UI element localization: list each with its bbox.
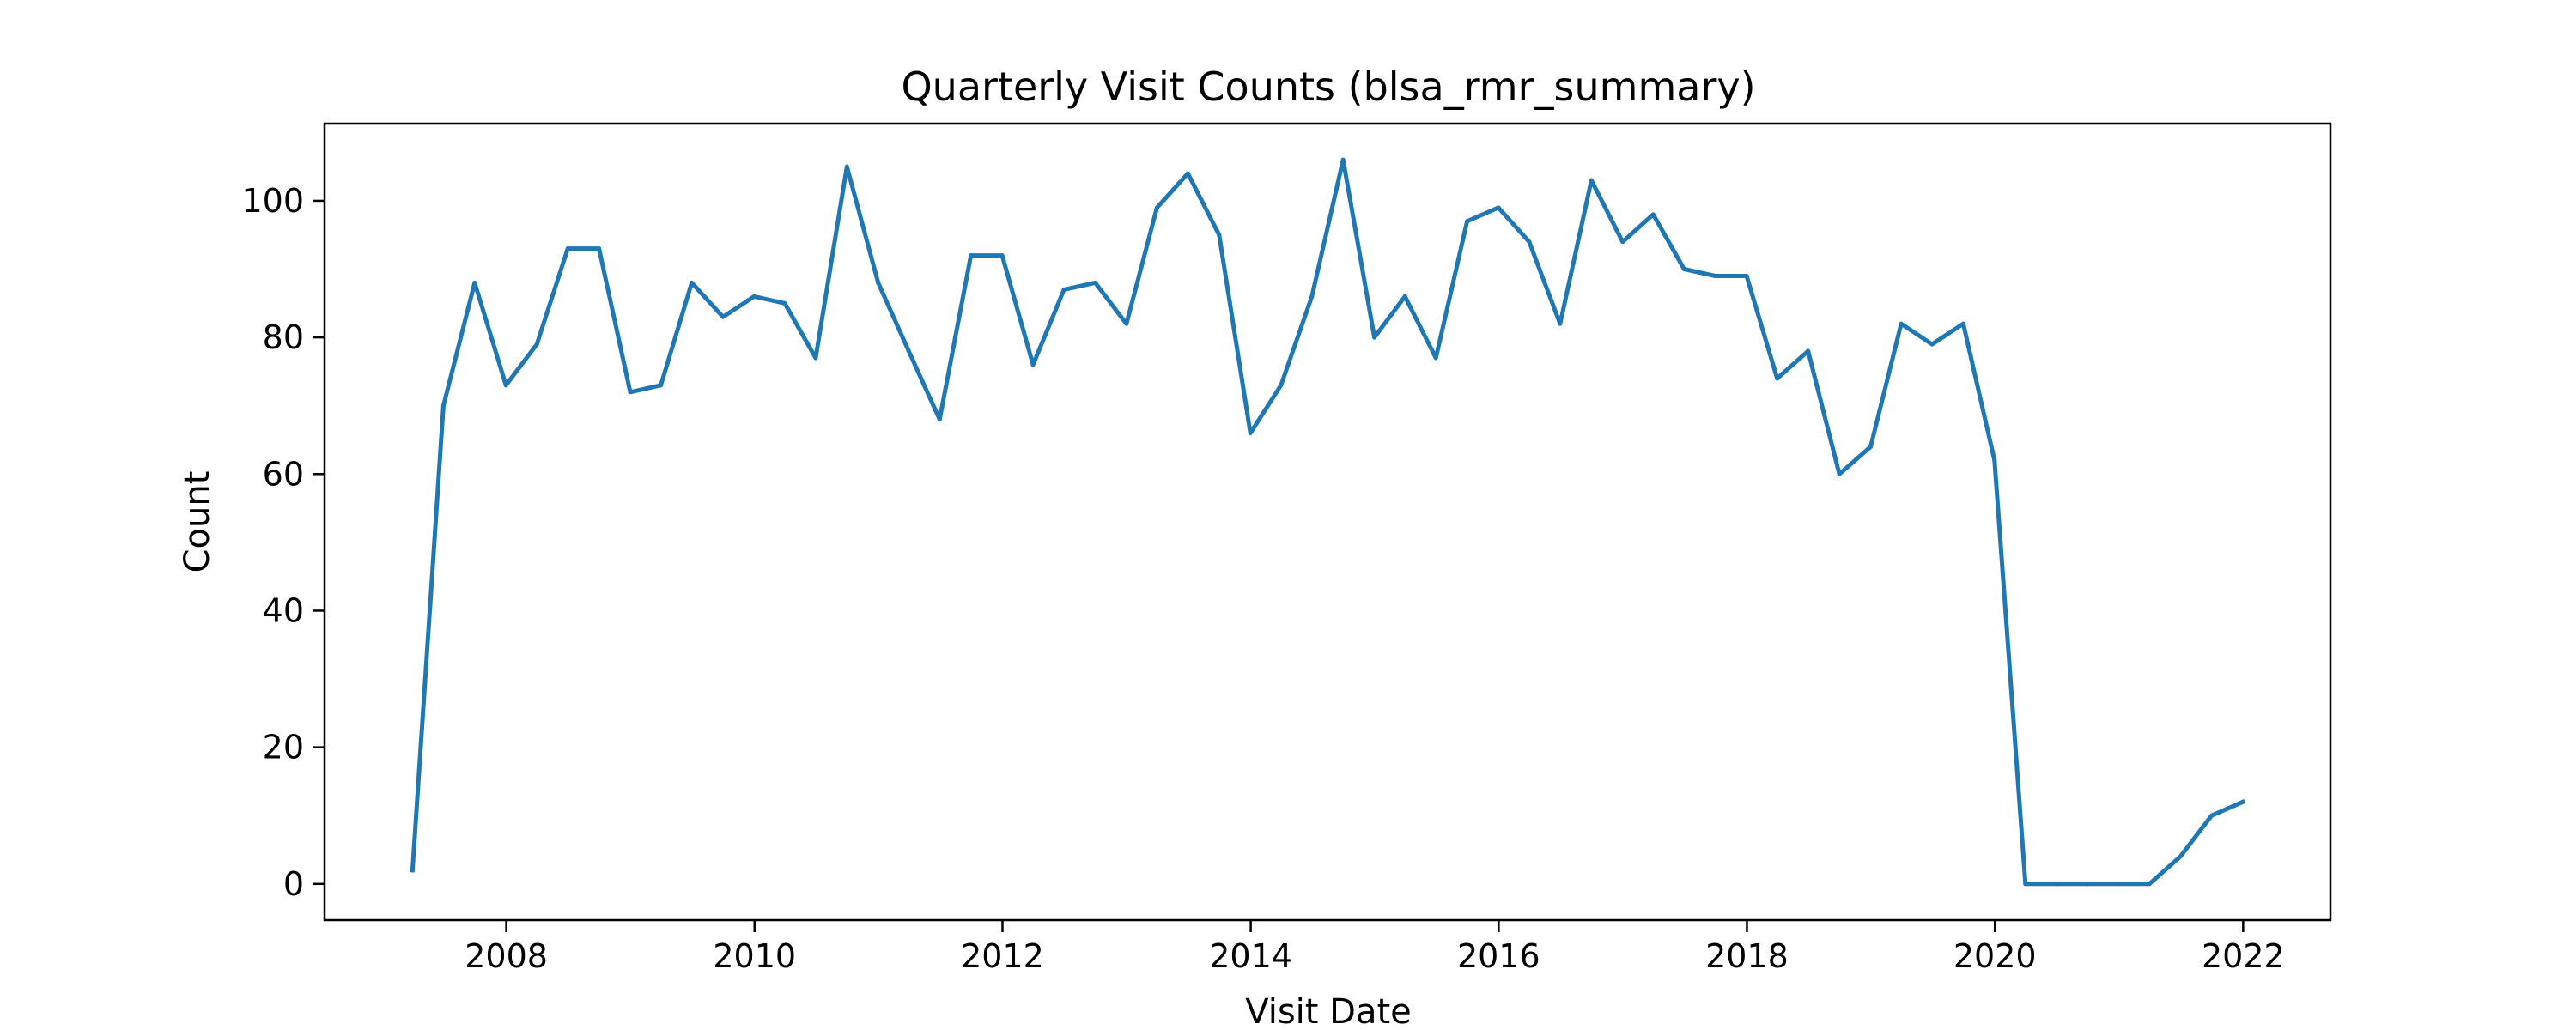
data-point	[503, 383, 508, 388]
data-point	[2178, 854, 2183, 859]
data-point	[1992, 457, 1997, 463]
data-point	[1402, 294, 1407, 299]
data-point	[1217, 233, 1222, 238]
y-tick-label: 40	[263, 591, 304, 629]
data-point	[1248, 431, 1253, 436]
data-point	[1868, 444, 1873, 449]
x-axis-label: Visit Date	[1245, 992, 1412, 1030]
data-point	[1372, 335, 1377, 340]
data-point	[565, 246, 570, 251]
data-point	[410, 868, 415, 873]
x-tick-label: 2008	[465, 937, 548, 975]
y-tick-label: 20	[263, 729, 304, 766]
data-point	[1279, 383, 1284, 388]
data-point	[1061, 287, 1066, 292]
data-point	[1154, 205, 1159, 210]
series-line	[410, 157, 2246, 887]
x-tick-label: 2010	[713, 937, 796, 975]
data-point	[813, 355, 818, 360]
data-point	[2023, 882, 2028, 887]
chart-title: Quarterly Visit Counts (blsa_rmr_summary…	[901, 64, 1755, 110]
data-point	[2054, 882, 2059, 887]
data-point	[1650, 212, 1656, 217]
data-point	[1433, 355, 1438, 360]
y-tick-label: 100	[241, 182, 304, 220]
data-point	[1681, 267, 1686, 272]
data-point	[1465, 219, 1470, 224]
y-tick-label: 0	[283, 865, 304, 903]
data-point	[2085, 882, 2090, 887]
data-point	[720, 314, 726, 319]
x-tick-label: 2022	[2202, 937, 2285, 975]
y-tick-label: 60	[263, 455, 304, 493]
data-point	[1309, 294, 1315, 299]
y-axis: 0 20 40 60 80 100	[241, 182, 325, 903]
data-point	[751, 294, 756, 299]
data-point	[1775, 376, 1780, 381]
data-point	[2117, 882, 2122, 887]
data-point	[534, 342, 539, 347]
data-point	[659, 383, 664, 388]
data-point	[1558, 321, 1563, 326]
data-point	[1620, 239, 1625, 245]
data-point	[1030, 362, 1036, 367]
data-point	[440, 403, 446, 409]
data-point	[1837, 471, 1842, 476]
data-point	[844, 164, 849, 169]
data-point	[1744, 273, 1749, 278]
y-tick-label: 80	[263, 318, 304, 356]
data-point	[2147, 882, 2152, 887]
data-point	[1929, 342, 1935, 347]
x-axis: 2008 2010 2012 2014 2016 2018 2020 2022	[465, 920, 2285, 975]
data-point	[1092, 280, 1097, 285]
data-point	[597, 246, 602, 251]
data-point	[906, 348, 911, 354]
data-point	[1496, 205, 1501, 210]
data-point	[1713, 273, 1718, 278]
data-point	[628, 390, 633, 395]
data-point	[937, 417, 942, 422]
data-point	[1806, 348, 1811, 354]
data-point	[1960, 321, 1965, 326]
data-point	[969, 253, 974, 258]
data-point	[2209, 813, 2215, 818]
x-tick-label: 2012	[961, 937, 1044, 975]
x-tick-label: 2018	[1705, 937, 1789, 975]
data-point	[782, 300, 787, 306]
data-point	[472, 280, 477, 285]
data-point	[1899, 321, 1904, 326]
data-point	[876, 280, 881, 285]
data-point	[1527, 239, 1532, 245]
data-point	[1124, 321, 1129, 326]
data-point	[1340, 157, 1346, 162]
data-point	[690, 280, 695, 285]
x-tick-label: 2014	[1209, 937, 1292, 975]
x-tick-label: 2020	[1953, 937, 2037, 975]
plot-area	[410, 157, 2246, 887]
data-point	[1589, 178, 1594, 183]
data-point	[999, 253, 1005, 258]
plot-frame	[323, 122, 2332, 922]
x-tick-label: 2016	[1457, 937, 1540, 975]
y-axis-label: Count	[178, 471, 217, 573]
data-point	[1185, 171, 1190, 176]
data-point	[2240, 799, 2245, 804]
